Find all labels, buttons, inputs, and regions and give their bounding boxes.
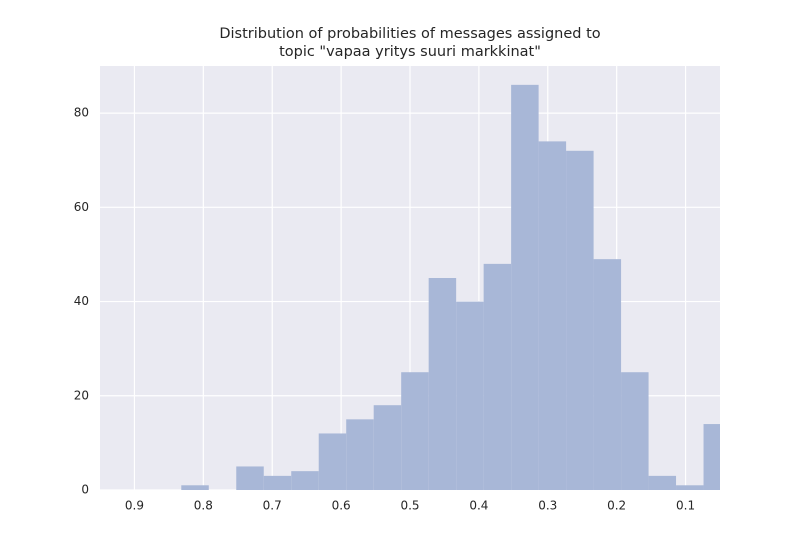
x-tick-label: 0.7 bbox=[263, 499, 282, 513]
x-tick-label: 0.9 bbox=[125, 499, 144, 513]
y-tick-label: 60 bbox=[74, 200, 89, 214]
bar bbox=[456, 301, 484, 490]
x-tick-label: 0.1 bbox=[676, 499, 695, 513]
bar bbox=[181, 485, 209, 490]
bar bbox=[236, 466, 264, 490]
bar bbox=[566, 150, 594, 490]
x-tick-label: 0.2 bbox=[607, 499, 626, 513]
bar bbox=[593, 259, 622, 490]
bar bbox=[621, 372, 649, 490]
y-tick-label: 0 bbox=[81, 483, 89, 497]
bar bbox=[401, 372, 429, 490]
bar bbox=[703, 424, 720, 490]
x-tick-label: 0.8 bbox=[194, 499, 213, 513]
chart-title: topic "vapaa yritys suuri markkinat" bbox=[279, 44, 541, 60]
bar bbox=[373, 405, 402, 490]
bar bbox=[676, 485, 704, 490]
chart-title: Distribution of probabilities of message… bbox=[219, 26, 600, 42]
bar bbox=[648, 475, 677, 490]
x-tick-label: 0.3 bbox=[538, 499, 557, 513]
bar bbox=[511, 84, 539, 490]
x-tick-label: 0.4 bbox=[469, 499, 488, 513]
bar bbox=[483, 263, 512, 490]
bar bbox=[428, 278, 457, 490]
bar bbox=[291, 471, 319, 490]
bar bbox=[538, 141, 567, 490]
x-tick-label: 0.6 bbox=[332, 499, 351, 513]
bar bbox=[263, 475, 292, 490]
y-tick-label: 80 bbox=[74, 106, 89, 120]
bar bbox=[318, 433, 347, 490]
bar bbox=[346, 419, 374, 490]
y-tick-label: 40 bbox=[74, 294, 89, 308]
x-tick-label: 0.5 bbox=[400, 499, 419, 513]
y-tick-label: 20 bbox=[74, 388, 89, 402]
